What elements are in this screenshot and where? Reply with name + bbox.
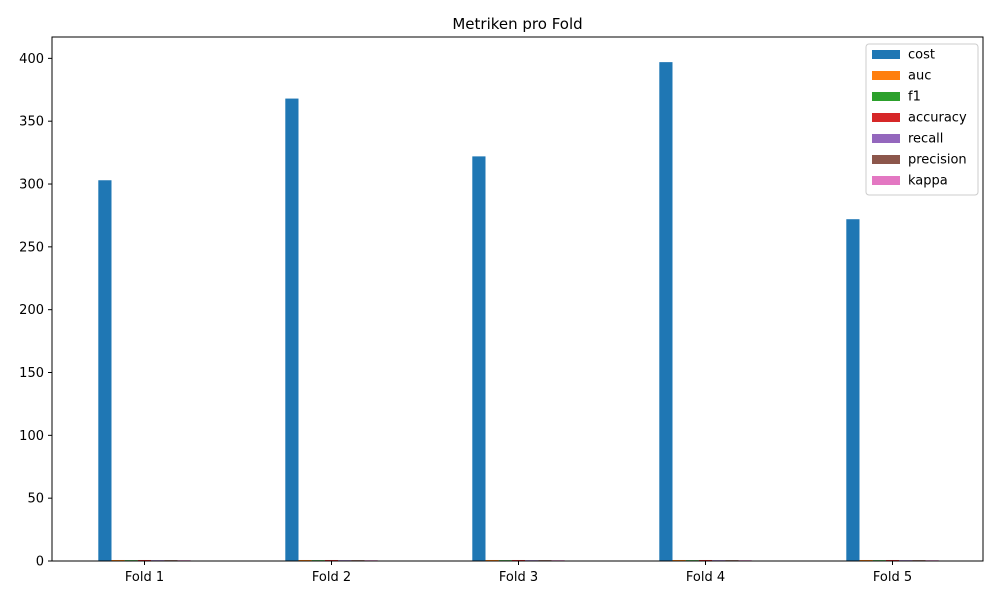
bar-auc-4 <box>859 559 873 561</box>
bar-cost-0 <box>98 180 112 561</box>
bar-auc-3 <box>672 559 686 561</box>
bar-cost-3 <box>659 62 673 561</box>
y-tick-label: 200 <box>19 303 44 318</box>
legend-swatch-kappa <box>872 176 900 185</box>
legend-label-kappa: kappa <box>908 174 948 189</box>
bar-cost-2 <box>472 156 486 561</box>
bar-cost-4 <box>846 219 860 561</box>
bar-accuracy-2 <box>511 559 526 561</box>
bar-accuracy-0 <box>137 559 152 561</box>
legend-label-cost: cost <box>908 48 935 63</box>
chart-title: Metriken pro Fold <box>452 15 582 33</box>
bar-auc-0 <box>111 559 125 561</box>
bar-accuracy-4 <box>885 559 900 561</box>
y-tick-label: 100 <box>19 429 44 444</box>
plot-frame <box>51 36 984 562</box>
legend-swatch-f1 <box>872 92 900 101</box>
y-tick-label: 300 <box>19 178 44 193</box>
x-tick-label: Fold 5 <box>873 570 912 585</box>
y-tick-label: 150 <box>19 366 44 381</box>
x-tick-label: Fold 1 <box>125 570 164 585</box>
legend-swatch-accuracy <box>872 113 900 122</box>
legend-swatch-recall <box>872 134 900 143</box>
x-tick-label: Fold 2 <box>312 570 351 585</box>
y-tick-label: 0 <box>36 555 44 570</box>
legend-swatch-precision <box>872 155 900 164</box>
y-tick-label: 50 <box>27 492 44 507</box>
y-tick-label: 400 <box>19 52 44 67</box>
legend-label-recall: recall <box>908 132 943 147</box>
legend-swatch-auc <box>872 71 900 80</box>
y-tick-label: 250 <box>19 240 44 255</box>
bar-cost-1 <box>285 98 299 561</box>
bar-auc-1 <box>298 559 312 561</box>
legend-label-accuracy: accuracy <box>908 111 967 126</box>
x-tick-label: Fold 3 <box>499 570 538 585</box>
bars-layer <box>98 62 939 561</box>
x-axis: Fold 1 Fold 2 Fold 3 Fold 4 Fold 5 <box>125 561 912 585</box>
bar-accuracy-3 <box>698 559 713 561</box>
x-tick-label: Fold 4 <box>686 570 725 585</box>
legend-swatch-cost <box>872 50 900 59</box>
legend-label-precision: precision <box>908 153 967 168</box>
bar-auc-2 <box>485 559 499 561</box>
legend: cost auc f1 accuracy recall precision kappa <box>865 43 979 196</box>
legend-label-f1: f1 <box>908 90 921 105</box>
y-tick-label: 350 <box>19 115 44 130</box>
y-axis: 0 50 100 150 200 250 300 350 400 <box>19 52 52 570</box>
legend-label-auc: auc <box>908 69 931 84</box>
bar-accuracy-1 <box>324 559 339 561</box>
